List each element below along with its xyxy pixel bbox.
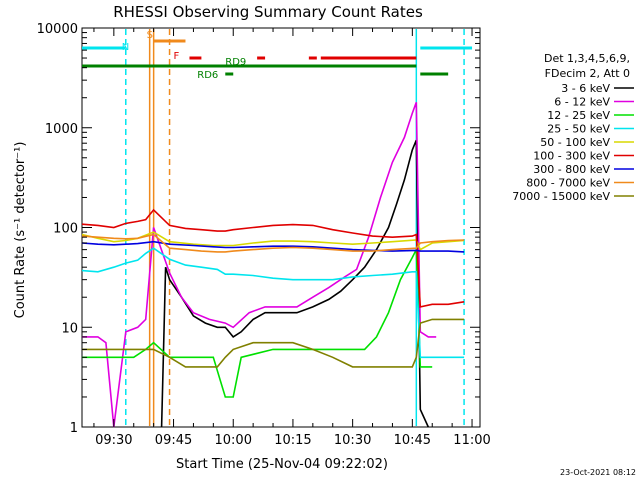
legend-label: 3 - 6 keV xyxy=(561,82,610,95)
y-tick-label: 100 xyxy=(53,222,78,237)
flag-label: RD9 xyxy=(225,57,246,68)
flag-label: N xyxy=(122,42,129,53)
legend-label: 12 - 25 keV xyxy=(547,109,610,122)
series-line xyxy=(82,318,465,368)
legend-label: 7000 - 15000 keV xyxy=(512,190,610,203)
status-flags: S N F RD6 RD9 xyxy=(82,30,473,81)
series-line xyxy=(81,240,465,253)
series-line xyxy=(81,208,465,308)
legend-label: 6 - 12 keV xyxy=(554,96,610,109)
time-markers xyxy=(125,29,465,426)
legend-header-1: Det 1,3,4,5,6,9, xyxy=(544,52,630,65)
flag-label: F xyxy=(173,51,179,62)
x-axis: 09:30 09:45 10:00 10:15 10:30 10:45 11:00 xyxy=(93,28,491,448)
y-axis: 1 10 100 1000 10000 xyxy=(37,22,480,436)
data-gap xyxy=(153,29,170,426)
footer-date: 23-Oct-2021 08:12 xyxy=(560,468,636,477)
y-tick-label: 10 xyxy=(61,321,78,336)
legend-header-2: FDecim 2, Att 0 xyxy=(545,67,630,80)
x-axis-label: Start Time (25-Nov-04 09:22:02) xyxy=(176,457,388,472)
legend-label: 300 - 800 keV xyxy=(533,163,610,176)
x-tick-label: 11:00 xyxy=(453,433,490,448)
flag-label: S xyxy=(147,30,153,41)
series-lines xyxy=(81,102,465,428)
y-axis-label: Count Rate (s⁻¹ detector⁻¹) xyxy=(13,142,28,319)
y-tick-label: 1000 xyxy=(45,122,78,137)
legend-label: 800 - 7000 keV xyxy=(526,177,610,190)
y-tick-label: 1 xyxy=(70,421,78,436)
x-tick-label: 09:45 xyxy=(155,433,192,448)
plot-area: S N F RD6 RD9 xyxy=(81,27,481,428)
x-tick-label: 10:00 xyxy=(215,433,252,448)
x-tick-label: 10:45 xyxy=(394,433,431,448)
y-tick-label: 10000 xyxy=(37,22,78,37)
chart-title: RHESSI Observing Summary Count Rates xyxy=(113,3,423,21)
series-line xyxy=(81,233,465,253)
series-line xyxy=(81,247,465,359)
plot-frame xyxy=(81,27,481,428)
legend-label: 25 - 50 keV xyxy=(547,123,610,136)
x-tick-label: 10:30 xyxy=(334,433,371,448)
flag-label: RD6 xyxy=(197,70,218,81)
series-line xyxy=(160,139,430,428)
series-line xyxy=(82,249,433,398)
series-line xyxy=(82,102,437,428)
x-tick-label: 09:30 xyxy=(95,433,132,448)
legend-label: 100 - 300 keV xyxy=(533,150,610,163)
legend-label: 50 - 100 keV xyxy=(540,136,610,149)
x-tick-label: 10:15 xyxy=(274,433,311,448)
legend: Det 1,3,4,5,6,9, FDecim 2, Att 0 3 - 6 k… xyxy=(512,52,634,203)
